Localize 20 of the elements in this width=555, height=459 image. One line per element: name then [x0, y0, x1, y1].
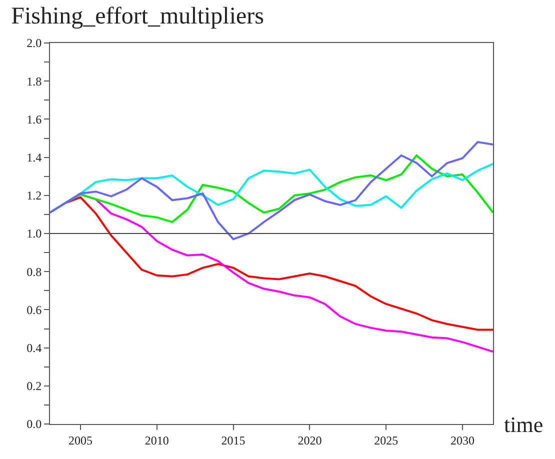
x-tick-label: 2025: [374, 433, 398, 448]
x-tick-label: 2015: [221, 433, 246, 448]
y-tick-label: 1.0: [26, 226, 42, 241]
x-tick-label: 2020: [298, 433, 322, 448]
y-tick-label: 1.8: [26, 74, 42, 88]
x-tick-label: 2010: [144, 433, 169, 448]
y-tick-label: 1.4: [26, 150, 42, 164]
x-tick-label: 2030: [450, 433, 474, 448]
line-series: [50, 141, 493, 240]
y-tick-label: 2.0: [26, 36, 42, 50]
x-axis-title: time: [504, 412, 544, 437]
x-tick-label: 2005: [68, 433, 93, 448]
chart-title: Fishing_effort_multipliers: [11, 4, 264, 30]
y-tick-label: 0.8: [26, 264, 42, 279]
y-tick-label: 1.2: [26, 188, 42, 203]
y-tick-label: 0.6: [26, 302, 42, 317]
y-tick-label: 0.0: [26, 417, 42, 432]
y-tick-label: 0.2: [26, 379, 42, 394]
y-tick-label: 0.4: [26, 341, 42, 355]
y-tick-label: 1.6: [26, 112, 42, 126]
